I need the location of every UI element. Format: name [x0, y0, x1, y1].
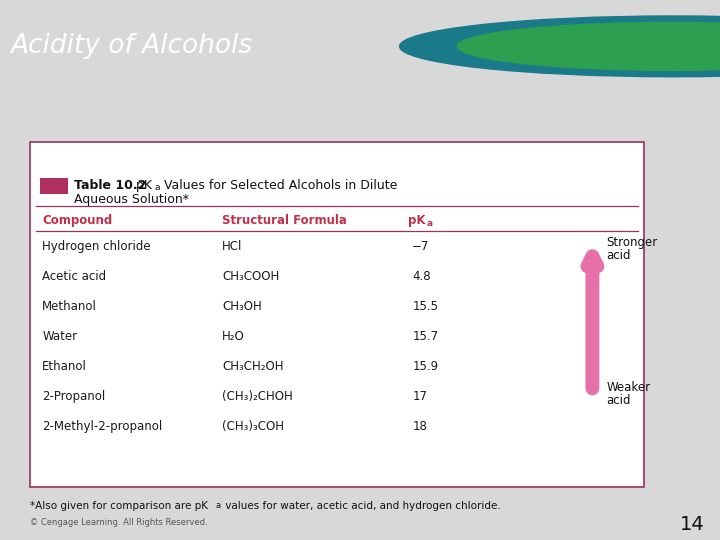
Text: 2-Methyl-2-propanol: 2-Methyl-2-propanol: [42, 420, 163, 433]
Text: Weaker: Weaker: [606, 381, 651, 394]
Text: *Also given for comparison are pK: *Also given for comparison are pK: [30, 501, 208, 511]
Text: 2-Propanol: 2-Propanol: [42, 389, 106, 403]
Circle shape: [400, 16, 720, 77]
Text: 4.8: 4.8: [413, 269, 431, 282]
Text: −7: −7: [413, 240, 430, 253]
Text: (CH₃)₂CHOH: (CH₃)₂CHOH: [222, 389, 293, 403]
Text: H₂O: H₂O: [222, 329, 245, 342]
Circle shape: [515, 29, 720, 64]
Text: 15.7: 15.7: [413, 329, 438, 342]
Text: values for water, acetic acid, and hydrogen chloride.: values for water, acetic acid, and hydro…: [222, 501, 501, 511]
Text: 18: 18: [413, 420, 427, 433]
Bar: [30, 142, 644, 487]
Text: pK: pK: [408, 213, 426, 227]
Text: CH₃COOH: CH₃COOH: [222, 269, 279, 282]
Text: 15.9: 15.9: [413, 360, 438, 373]
Text: Hydrogen chloride: Hydrogen chloride: [42, 240, 151, 253]
Text: acid: acid: [606, 394, 631, 407]
Text: Structural Formula: Structural Formula: [222, 213, 347, 227]
Text: 17: 17: [413, 389, 427, 403]
Text: Methanol: Methanol: [42, 300, 97, 313]
Text: © Cengage Learning. All Rights Reserved.: © Cengage Learning. All Rights Reserved.: [30, 518, 208, 527]
Text: a: a: [215, 501, 220, 510]
Text: CH₃OH: CH₃OH: [222, 300, 262, 313]
Text: Water: Water: [42, 329, 77, 342]
Text: a: a: [426, 219, 433, 227]
Circle shape: [608, 39, 720, 53]
Text: Compound: Compound: [42, 213, 112, 227]
Text: Acidity of Alcohols: Acidity of Alcohols: [11, 33, 253, 59]
Text: Acetic acid: Acetic acid: [42, 269, 107, 282]
Text: acid: acid: [606, 249, 631, 262]
Circle shape: [457, 22, 720, 70]
Text: 15.5: 15.5: [413, 300, 438, 313]
Text: Aqueous Solution*: Aqueous Solution*: [74, 193, 189, 206]
Text: Ethanol: Ethanol: [42, 360, 87, 373]
Text: 14: 14: [680, 515, 705, 534]
Text: Table 10.2: Table 10.2: [74, 179, 147, 192]
Text: HCl: HCl: [222, 240, 243, 253]
Text: Values for Selected Alcohols in Dilute: Values for Selected Alcohols in Dilute: [161, 179, 397, 192]
Circle shape: [565, 35, 720, 58]
Text: Stronger: Stronger: [606, 236, 657, 249]
Text: a: a: [154, 183, 160, 192]
Text: (CH₃)₃COH: (CH₃)₃COH: [222, 420, 284, 433]
Bar: [40, 178, 68, 194]
Text: CH₃CH₂OH: CH₃CH₂OH: [222, 360, 284, 373]
Text: pK: pK: [132, 179, 152, 192]
